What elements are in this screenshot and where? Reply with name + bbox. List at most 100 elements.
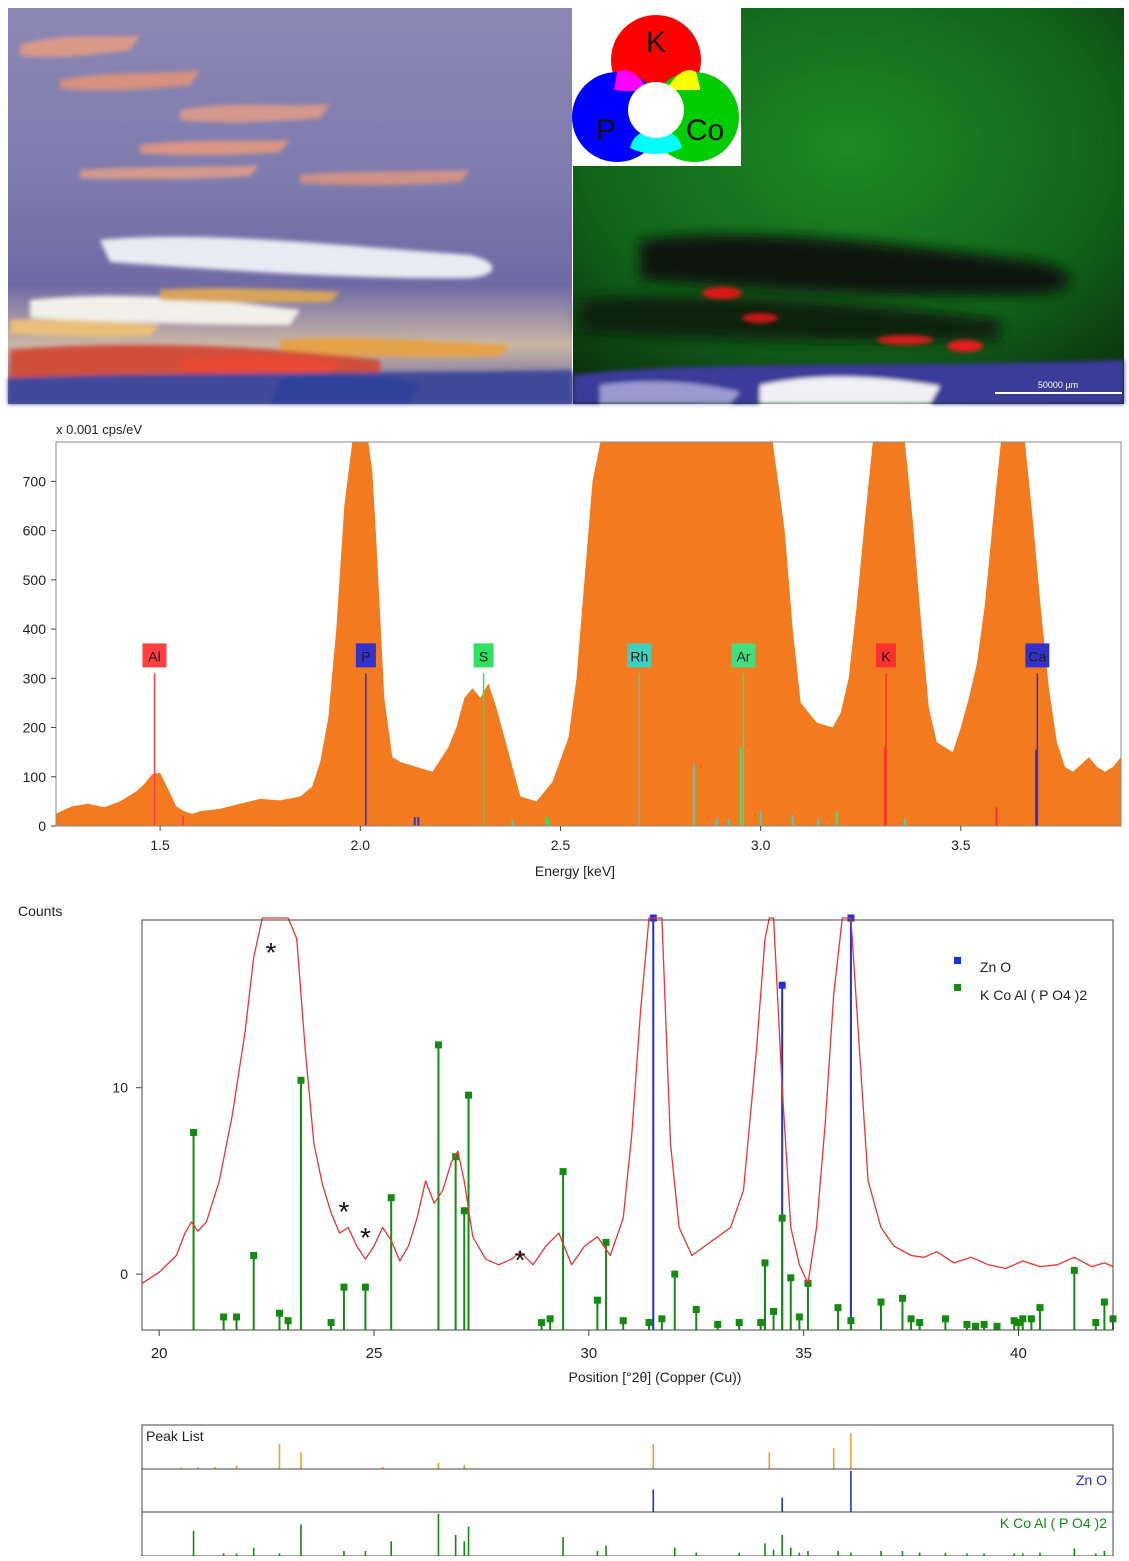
- kcoalpo4-marker: [452, 1153, 460, 1161]
- kcoalpo4-marker: [593, 1296, 601, 1304]
- element-marker-box: [142, 643, 167, 668]
- kcoalpo4-marker: [847, 1317, 855, 1325]
- kcoalpo4-marker: [795, 1313, 803, 1321]
- kcoalpo4-marker: [658, 1315, 666, 1323]
- xrd-pattern-chart: Counts Position [°2θ] (Copper (Cu)) Zn O…: [18, 903, 1117, 1385]
- kcoalpo4-marker: [275, 1309, 283, 1317]
- kcoalpo4-marker: [1014, 1319, 1022, 1327]
- kcoalpo4-marker: [284, 1317, 292, 1325]
- element-marker-box: [627, 643, 652, 668]
- spectrum-x-tick-label: 3.5: [951, 837, 971, 853]
- element-marker-label: Ca: [1028, 648, 1046, 664]
- kcoalpo4-marker: [1010, 1317, 1018, 1325]
- spectrum-x-tick-label: 2.5: [551, 837, 571, 853]
- xrd-plot-frame: [141, 919, 1114, 1331]
- xrd-x-tick-label: 25: [366, 1345, 383, 1362]
- element-marker-label: S: [479, 648, 488, 664]
- spectrum-x-tick-label: 1.5: [150, 837, 170, 853]
- xrd-y-tick-label: 10: [112, 1080, 128, 1096]
- kcoalpo4-marker: [692, 1306, 700, 1313]
- wheel-label-co: Co: [686, 114, 724, 147]
- legend-label-kcoalpo4: K Co Al ( P O4 )2: [980, 987, 1087, 1003]
- kcoalpo4-marker: [387, 1194, 395, 1202]
- element-marker-box: [875, 643, 896, 668]
- kcoalpo4-marker: [671, 1270, 679, 1278]
- spectrum-y-tick-label: 300: [23, 670, 47, 686]
- spectrum-y-label: x 0.001 cps/eV: [56, 422, 142, 437]
- peak-panel-frame: [141, 1511, 1114, 1557]
- kcoalpo4-marker: [602, 1238, 610, 1246]
- element-marker-label: Al: [148, 648, 160, 664]
- element-marker-label: K: [881, 648, 891, 664]
- amorphous-marker: *: [265, 937, 276, 968]
- kcoalpo4-marker: [327, 1319, 335, 1327]
- kcoalpo4-marker: [1019, 1315, 1027, 1323]
- kcoalpo4-marker: [941, 1315, 949, 1323]
- kcoalpo4-marker: [559, 1168, 567, 1176]
- color-wheel-legend: K P Co: [572, 8, 741, 166]
- spectrum-y-tick-label: 600: [23, 523, 47, 539]
- peak-panel-label: K Co Al ( P O4 )2: [1000, 1515, 1107, 1531]
- amorphous-marker: *: [338, 1196, 349, 1227]
- spectrum-plot-frame: [55, 441, 1122, 827]
- spectrum-x-tick-label: 2.0: [351, 837, 371, 853]
- kcoalpo4-marker: [297, 1076, 305, 1084]
- amorphous-marker: *: [515, 1244, 526, 1275]
- watercolor-painting: [8, 8, 572, 404]
- peak-panel-frame: [141, 1468, 1114, 1513]
- kcoalpo4-marker: [645, 1319, 653, 1327]
- amorphous-marker: *: [360, 1222, 371, 1253]
- spectrum-x-label: Energy [keV]: [535, 863, 615, 879]
- legend-swatch-zno: [954, 957, 961, 964]
- xrd-x-tick-label: 30: [580, 1345, 597, 1362]
- xrf-elemental-map: 50000 µm K P Co: [572, 8, 1124, 404]
- kcoalpo4-marker: [465, 1091, 473, 1099]
- kcoalpo4-marker: [877, 1298, 885, 1306]
- spectrum-area: [56, 442, 1121, 826]
- kcoalpo4-marker: [980, 1320, 988, 1328]
- spectrum-x-tick-label: 3.0: [751, 837, 771, 853]
- kcoalpo4-marker: [963, 1320, 971, 1328]
- spectrum-y-tick-label: 0: [38, 818, 46, 834]
- spectrum-y-tick-label: 700: [23, 473, 47, 489]
- kcoalpo4-marker: [1027, 1315, 1035, 1323]
- legend-swatch-kcoalpo4: [954, 984, 961, 991]
- kcoalpo4-marker: [233, 1313, 241, 1321]
- kcoalpo4-marker: [778, 1214, 786, 1222]
- xrd-legend: Zn O K Co Al ( P O4 )2: [954, 957, 1087, 1003]
- peak-panel-frame: [141, 1424, 1114, 1470]
- xrd-curve: [141, 917, 1114, 1285]
- kcoalpo4-marker: [1092, 1319, 1100, 1327]
- xrd-y-label: Counts: [18, 903, 62, 919]
- kcoalpo4-marker: [770, 1307, 778, 1315]
- xrd-x-label: Position [°2θ] (Copper (Cu)): [569, 1369, 742, 1385]
- element-marker-label: P: [361, 648, 370, 664]
- kcoalpo4-marker: [714, 1320, 722, 1328]
- kcoalpo4-marker: [787, 1274, 795, 1282]
- kcoalpo4-marker: [916, 1319, 924, 1327]
- element-marker-box: [473, 643, 494, 668]
- spectrum-y-tick-label: 100: [23, 769, 47, 785]
- scale-bar-label: 50000 µm: [1038, 380, 1078, 390]
- kcoalpo4-marker: [619, 1317, 627, 1325]
- xrd-x-tick-label: 20: [151, 1345, 168, 1362]
- kcoalpo4-marker: [340, 1283, 348, 1291]
- xrf-spectrum-chart: x 0.001 cps/eV Energy [keV] Al P S Rh Ar K Ca 0…: [23, 422, 1122, 879]
- xrd-y-tick-label: 0: [120, 1266, 128, 1282]
- element-marker-box: [731, 643, 756, 668]
- spectrum-y-tick-label: 400: [23, 621, 47, 637]
- kcoalpo4-marker: [735, 1319, 743, 1327]
- peak-list-chart: Peak List Zn O K Co Al ( P O4 )2: [141, 1424, 1114, 1557]
- kcoalpo4-marker: [898, 1294, 906, 1302]
- wheel-label-k: K: [646, 26, 666, 59]
- peak-panel-label: Zn O: [1076, 1472, 1107, 1488]
- element-marker-box: [1025, 643, 1050, 668]
- kcoalpo4-marker: [546, 1315, 554, 1323]
- kcoalpo4-marker: [757, 1319, 765, 1327]
- zno-marker: [778, 981, 786, 989]
- kcoalpo4-marker: [1036, 1304, 1044, 1312]
- kcoalpo4-marker: [993, 1322, 1001, 1330]
- wheel-label-p: P: [596, 114, 616, 147]
